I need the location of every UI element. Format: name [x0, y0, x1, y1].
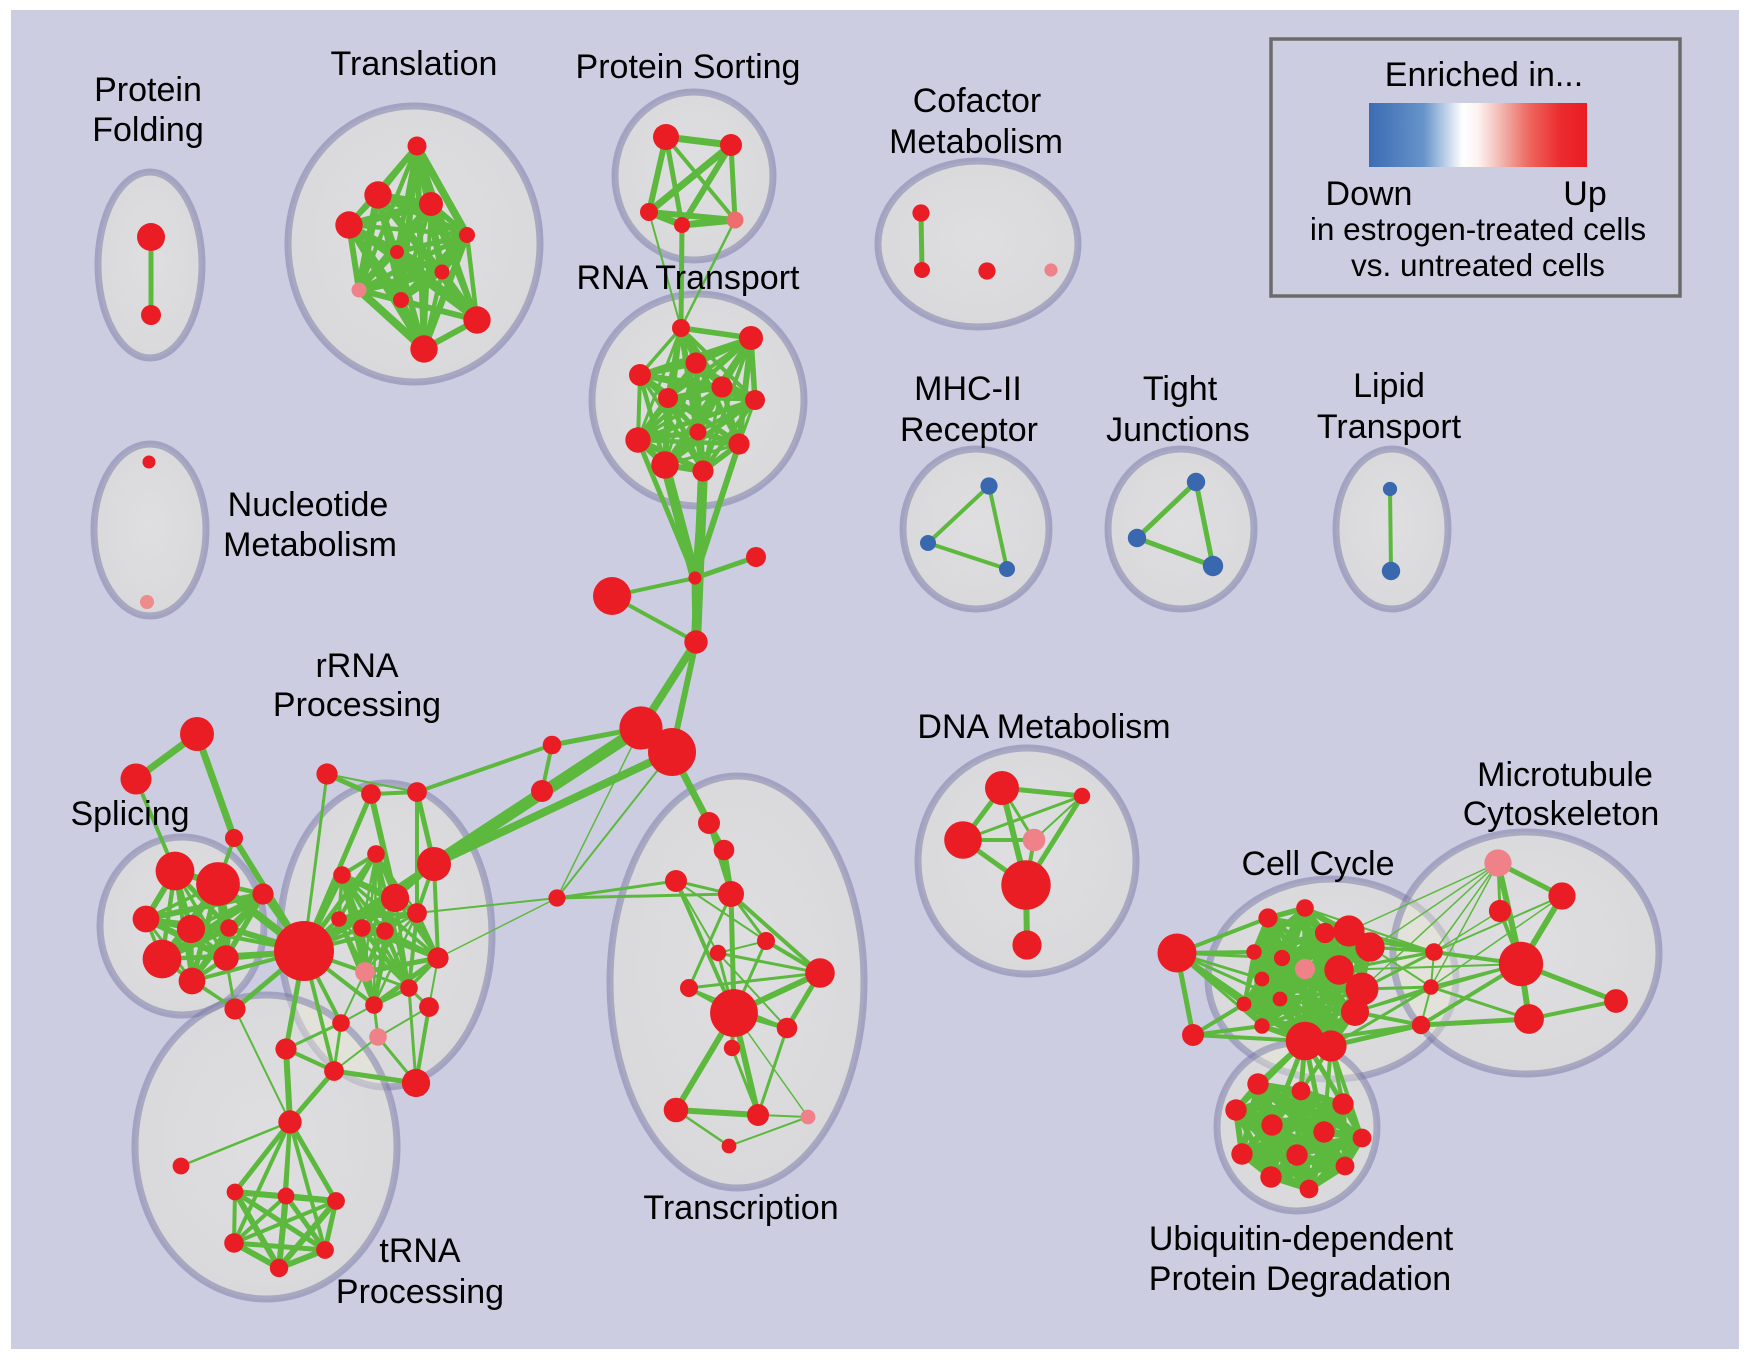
svg-text:Processing: Processing: [336, 1273, 504, 1311]
svg-text:Splicing: Splicing: [70, 795, 189, 833]
svg-text:Microtubule: Microtubule: [1477, 756, 1653, 794]
svg-text:Ubiquitin-dependent: Ubiquitin-dependent: [1149, 1220, 1454, 1258]
svg-text:vs. untreated cells: vs. untreated cells: [1351, 247, 1605, 283]
svg-text:DNA Metabolism: DNA Metabolism: [917, 708, 1170, 746]
svg-text:rRNA: rRNA: [315, 647, 398, 685]
svg-text:Tight: Tight: [1143, 370, 1218, 408]
svg-text:in estrogen-treated cells: in estrogen-treated cells: [1310, 211, 1646, 247]
svg-text:Nucleotide: Nucleotide: [228, 486, 389, 524]
svg-text:Processing: Processing: [273, 686, 441, 724]
svg-text:tRNA: tRNA: [379, 1232, 461, 1270]
svg-text:Down: Down: [1326, 175, 1413, 213]
svg-text:Junctions: Junctions: [1106, 411, 1250, 449]
svg-text:Receptor: Receptor: [900, 411, 1038, 449]
svg-text:Enriched in...: Enriched in...: [1385, 56, 1583, 94]
svg-text:Translation: Translation: [331, 45, 498, 83]
svg-text:Folding: Folding: [92, 111, 204, 149]
svg-text:MHC-II: MHC-II: [914, 370, 1022, 408]
svg-text:Transport: Transport: [1317, 408, 1462, 446]
svg-text:Protein: Protein: [94, 71, 202, 109]
svg-text:Cytoskeleton: Cytoskeleton: [1463, 795, 1660, 833]
svg-text:Metabolism: Metabolism: [889, 123, 1063, 161]
svg-text:Cell Cycle: Cell Cycle: [1241, 845, 1394, 883]
svg-text:Protein Sorting: Protein Sorting: [576, 48, 801, 86]
svg-text:Up: Up: [1563, 175, 1606, 213]
svg-text:Protein Degradation: Protein Degradation: [1149, 1260, 1451, 1298]
svg-text:Metabolism: Metabolism: [223, 526, 397, 564]
svg-text:Lipid: Lipid: [1353, 367, 1425, 405]
svg-text:RNA Transport: RNA Transport: [577, 259, 801, 297]
svg-text:Transcription: Transcription: [643, 1189, 838, 1227]
svg-text:Cofactor: Cofactor: [913, 82, 1042, 120]
